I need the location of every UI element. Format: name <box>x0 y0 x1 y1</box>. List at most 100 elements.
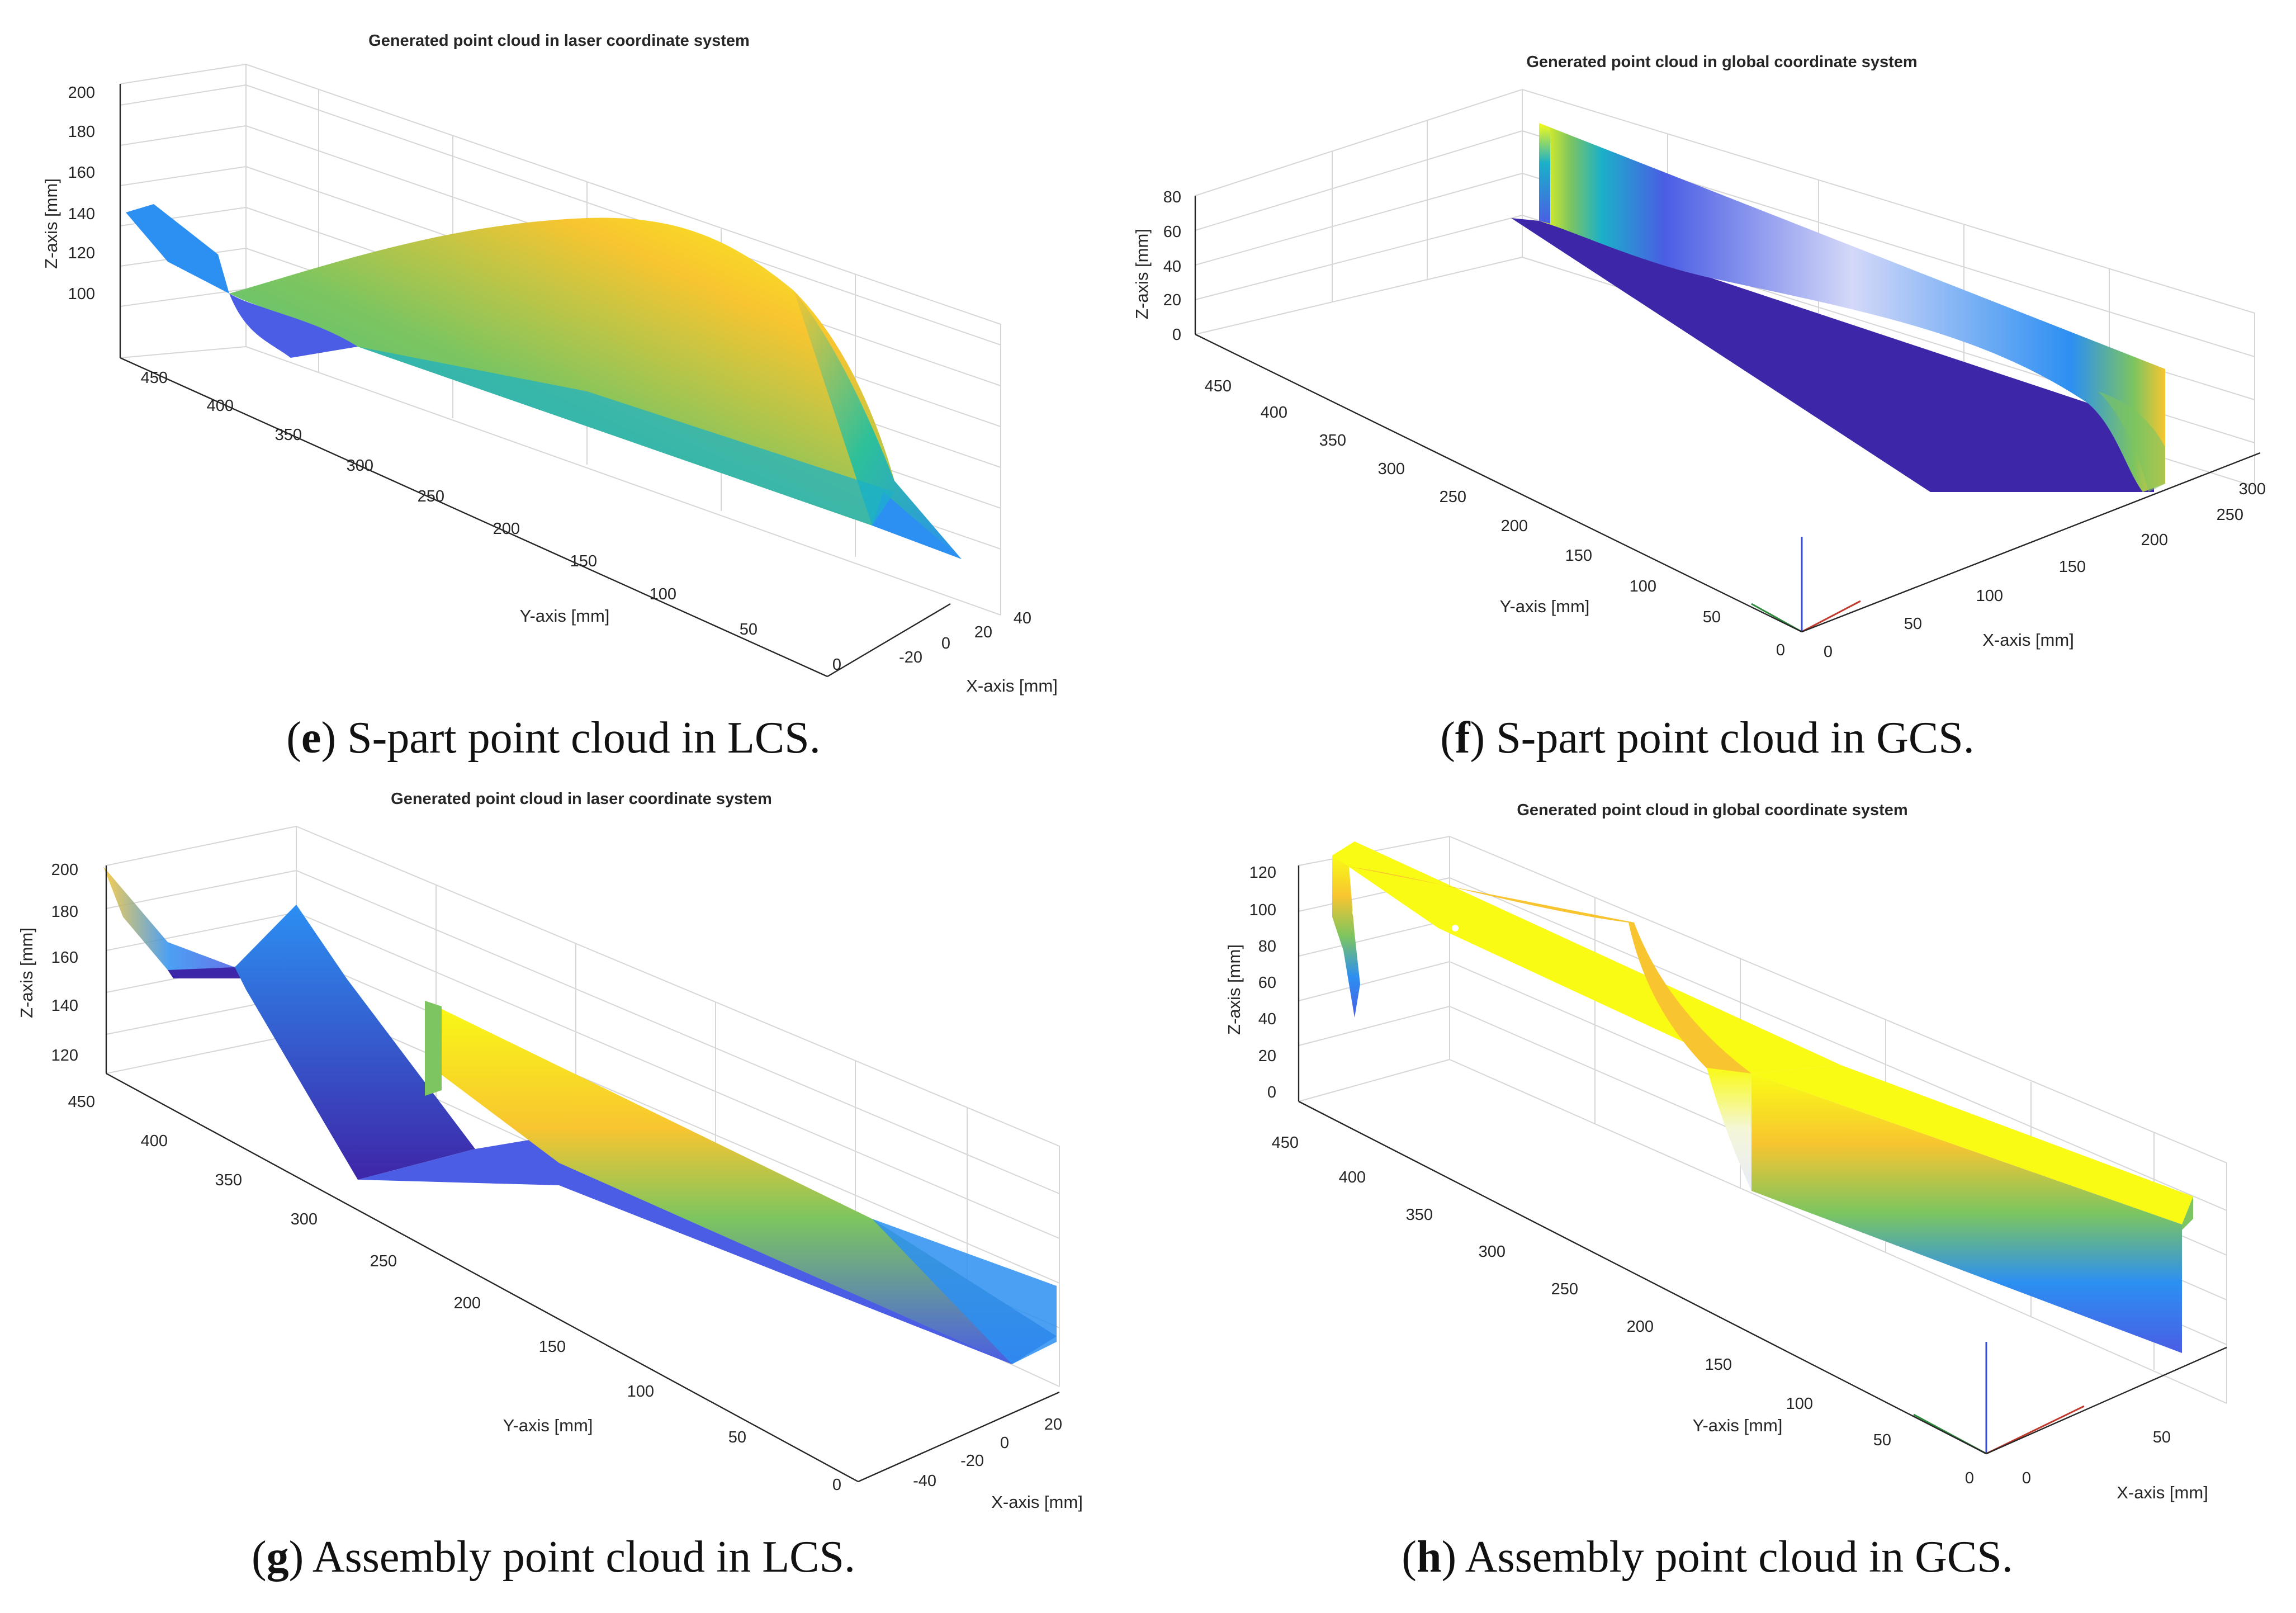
y-tick-g-3: 300 <box>291 1210 318 1228</box>
z-tick-h-4: 40 <box>1258 1010 1276 1028</box>
zlabel-f: Z-axis [mm] <box>1132 229 1152 319</box>
z-tick-e-1: 180 <box>68 123 95 141</box>
x-tick-e-2: 20 <box>974 623 992 641</box>
z-tick-h-6: 0 <box>1267 1084 1276 1101</box>
x-tick-f-6: 300 <box>2239 480 2266 498</box>
z-tick-f-2: 40 <box>1163 258 1181 276</box>
y-tick-g-4: 250 <box>370 1252 397 1270</box>
x-tick-g-0: -40 <box>913 1472 936 1490</box>
y-tick-f-1: 400 <box>1261 404 1287 422</box>
y-tick-f-5: 200 <box>1501 517 1528 535</box>
y-tick-h-9: 0 <box>1965 1469 1974 1487</box>
x-tick-e-0: -20 <box>899 649 922 666</box>
y-tick-e-0: 450 <box>141 369 168 387</box>
y-tick-e-9: 0 <box>832 656 841 674</box>
zlabel-g: Z-axis [mm] <box>17 928 36 1018</box>
caption-e: (e) S-part point cloud in LCS. <box>286 713 821 763</box>
z-tick-e-2: 160 <box>68 164 95 182</box>
y-tick-h-6: 150 <box>1705 1356 1732 1374</box>
z-tick-h-2: 80 <box>1258 938 1276 955</box>
zlabel-e: Z-axis [mm] <box>41 178 61 269</box>
chart-h: Generated point cloud in global coordina… <box>1224 801 2227 1502</box>
y-tick-f-6: 150 <box>1565 547 1592 565</box>
z-tick-e-5: 100 <box>68 285 95 303</box>
caption-f: (f) S-part point cloud in GCS. <box>1440 713 1975 763</box>
z-tick-h-0: 120 <box>1249 864 1276 882</box>
surface-h <box>1332 841 2193 1353</box>
z-tick-g-4: 120 <box>51 1047 78 1065</box>
z-tick-e-0: 200 <box>68 84 95 102</box>
y-tick-h-4: 250 <box>1551 1280 1578 1298</box>
y-tick-g-8: 50 <box>728 1428 746 1446</box>
caption-g: (g) Assembly point cloud in LCS. <box>252 1532 855 1582</box>
y-tick-h-8: 50 <box>1873 1431 1891 1449</box>
caption-g-letter: g <box>266 1532 289 1582</box>
y-tick-h-1: 400 <box>1339 1169 1366 1186</box>
y-tick-g-7: 100 <box>627 1383 654 1401</box>
caption-h: (h) Assembly point cloud in GCS. <box>1402 1532 2013 1582</box>
x-tick-f-5: 250 <box>2217 506 2243 524</box>
panel-h: Generated point cloud in global coordina… <box>1148 783 2296 1613</box>
y-tick-h-3: 300 <box>1479 1243 1506 1261</box>
zlabel-h: Z-axis [mm] <box>1224 944 1244 1035</box>
xlabel-g: X-axis [mm] <box>991 1492 1083 1512</box>
x-tick-h-1: 50 <box>2153 1428 2171 1446</box>
surface-g <box>103 867 1057 1364</box>
z-tick-h-3: 60 <box>1258 974 1276 992</box>
xlabel-f: X-axis [mm] <box>1982 630 2074 650</box>
y-tick-f-7: 100 <box>1630 578 1656 595</box>
y-tick-e-8: 50 <box>740 621 758 638</box>
y-tick-h-0: 450 <box>1272 1134 1299 1152</box>
title-e: Generated point cloud in laser coordinat… <box>368 32 750 50</box>
x-tick-g-1: -20 <box>960 1452 984 1470</box>
x-tick-e-1: 0 <box>941 635 950 652</box>
z-tick-f-4: 0 <box>1172 326 1181 344</box>
y-tick-f-0: 450 <box>1205 377 1232 395</box>
ylabel-g: Y-axis [mm] <box>503 1416 593 1435</box>
z-tick-h-5: 20 <box>1258 1047 1276 1065</box>
y-tick-e-5: 200 <box>493 520 520 538</box>
y-tick-e-6: 150 <box>570 552 597 570</box>
y-tick-f-2: 350 <box>1319 432 1346 450</box>
y-tick-f-4: 250 <box>1440 488 1466 506</box>
z-tick-e-3: 140 <box>68 205 95 223</box>
chart-f: Generated point cloud in global coordina… <box>1132 53 2266 661</box>
z-tick-g-3: 140 <box>51 997 78 1015</box>
x-tick-f-3: 150 <box>2059 558 2086 576</box>
y-tick-e-3: 300 <box>347 457 373 475</box>
z-tick-g-0: 200 <box>51 861 78 879</box>
caption-f-letter: f <box>1455 713 1470 763</box>
title-f: Generated point cloud in global coordina… <box>1526 53 1917 71</box>
z-tick-f-0: 80 <box>1163 188 1181 206</box>
ylabel-h: Y-axis [mm] <box>1693 1416 1783 1435</box>
x-axis-marker-f <box>1801 600 1861 633</box>
ylabel-f: Y-axis [mm] <box>1500 597 1590 616</box>
y-tick-g-2: 350 <box>215 1171 242 1189</box>
y-tick-h-2: 350 <box>1406 1206 1433 1224</box>
z-tick-f-1: 60 <box>1163 223 1181 241</box>
y-tick-h-7: 100 <box>1786 1395 1813 1413</box>
z-tick-f-3: 20 <box>1163 291 1181 309</box>
y-tick-f-3: 300 <box>1378 460 1405 478</box>
chart-e: Generated point cloud in laser coordinat… <box>41 32 1058 696</box>
y-tick-e-7: 100 <box>650 585 676 603</box>
surface-e <box>126 204 962 559</box>
caption-e-text: S-part point cloud in LCS. <box>336 713 821 763</box>
x-tick-f-2: 100 <box>1976 587 2003 605</box>
x-tick-g-2: 0 <box>1000 1434 1009 1452</box>
chart-g: Generated point cloud in laser coordinat… <box>17 790 1083 1512</box>
panel-f: Generated point cloud in global coordina… <box>1132 0 2296 806</box>
title-h: Generated point cloud in global coordina… <box>1517 801 1907 819</box>
y-tick-h-5: 200 <box>1627 1318 1654 1336</box>
title-g: Generated point cloud in laser coordinat… <box>391 790 772 808</box>
x-tick-h-0: 0 <box>2022 1469 2031 1487</box>
z-tick-e-4: 120 <box>68 244 95 262</box>
surface-f <box>1511 123 2165 492</box>
y-tick-f-9: 0 <box>1776 641 1785 659</box>
z-tick-h-1: 100 <box>1249 901 1276 919</box>
z-tick-g-1: 180 <box>51 903 78 921</box>
x-tick-f-0: 0 <box>1824 643 1833 661</box>
y-tick-g-1: 400 <box>141 1132 168 1150</box>
x-tick-f-1: 50 <box>1904 615 1922 633</box>
caption-g-text: Assembly point cloud in LCS. <box>304 1532 855 1582</box>
